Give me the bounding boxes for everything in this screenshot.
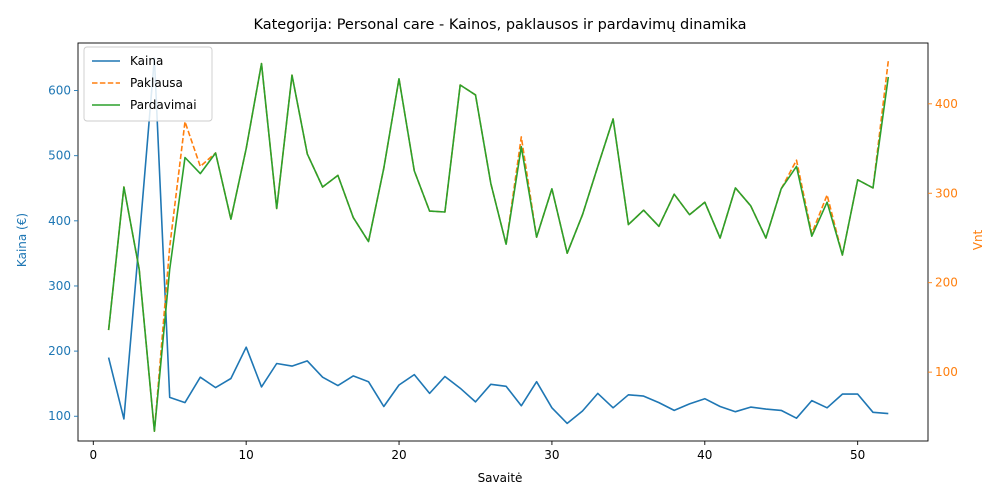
y-left-tick-label: 100 bbox=[48, 409, 71, 423]
y-right-tick-label: 200 bbox=[935, 276, 958, 290]
y-left-tick-label: 400 bbox=[48, 214, 71, 228]
x-tick-label: 40 bbox=[697, 448, 712, 462]
x-axis-label: Savaitė bbox=[478, 471, 523, 485]
legend-label-pardavimai: Pardavimai bbox=[130, 98, 197, 112]
series-line-kaina bbox=[107, 57, 889, 425]
x-tick-label: 10 bbox=[239, 448, 254, 462]
plot-frame bbox=[77, 42, 929, 442]
x-tick-label: 20 bbox=[391, 448, 406, 462]
legend-label-kaina: Kaina bbox=[130, 54, 163, 68]
y-left-tick-label: 300 bbox=[48, 279, 71, 293]
y-right-tick-label: 300 bbox=[935, 186, 958, 200]
y-right-tick-label: 100 bbox=[935, 365, 958, 379]
y-left-tick-label: 600 bbox=[48, 84, 71, 98]
y-axis-right-label: Vnt bbox=[971, 229, 985, 250]
legend-label-paklausa: Paklausa bbox=[130, 76, 183, 90]
legend: Kaina Paklausa Pardavimai bbox=[83, 46, 213, 122]
y-axis-left-label: Kaina (€) bbox=[15, 213, 29, 267]
y-right-tick-label: 400 bbox=[935, 97, 958, 111]
chart-title: Kategorija: Personal care - Kainos, pakl… bbox=[253, 17, 746, 33]
x-tick-label: 50 bbox=[850, 448, 865, 462]
x-tick-label: 0 bbox=[89, 448, 97, 462]
series-line-pardavimai bbox=[107, 62, 890, 433]
y-left-tick-label: 500 bbox=[48, 149, 71, 163]
legend-box bbox=[83, 46, 213, 122]
x-tick-label: 30 bbox=[544, 448, 559, 462]
y-left-tick-label: 200 bbox=[48, 344, 71, 358]
plot-area: 0 10 20 30 40 50 100 200 300 400 500 600 100 200 300 40… bbox=[48, 42, 958, 462]
